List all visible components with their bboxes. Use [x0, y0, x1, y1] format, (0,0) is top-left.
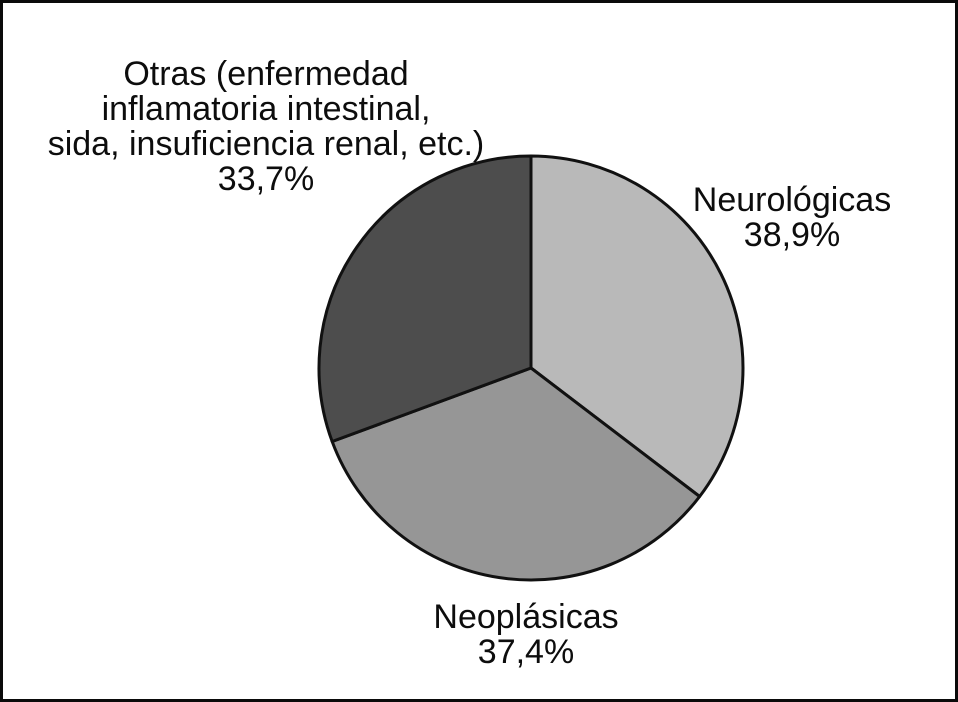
- slice-label-neoplasicas-line1: Neoplásicas: [433, 598, 619, 636]
- pie-slice-neoplasicas: [330, 366, 702, 582]
- pie-slice-neurologicas: [529, 154, 745, 498]
- slice-label-otras-line2: inflamatoria intestinal,: [101, 90, 431, 128]
- pie-chart: [317, 154, 745, 582]
- slice-value-otras: 33,7%: [217, 160, 315, 198]
- pie-slice-otras: [317, 154, 533, 444]
- slice-label-neoplasicas: Neoplásicas 37,4%: [376, 600, 676, 670]
- slice-label-otras: Otras (enfermedad inflamatoria intestina…: [23, 57, 509, 197]
- slice-label-otras-line3: sida, insuficiencia renal, etc.): [47, 125, 485, 163]
- slice-value-neurologicas: 38,9%: [743, 216, 841, 254]
- slice-label-otras-line1: Otras (enfermedad: [123, 55, 409, 93]
- slice-value-neoplasicas: 37,4%: [477, 633, 575, 671]
- slice-label-neurologicas: Neurológicas 38,9%: [642, 183, 942, 253]
- slice-label-neurologicas-line1: Neurológicas: [692, 181, 892, 219]
